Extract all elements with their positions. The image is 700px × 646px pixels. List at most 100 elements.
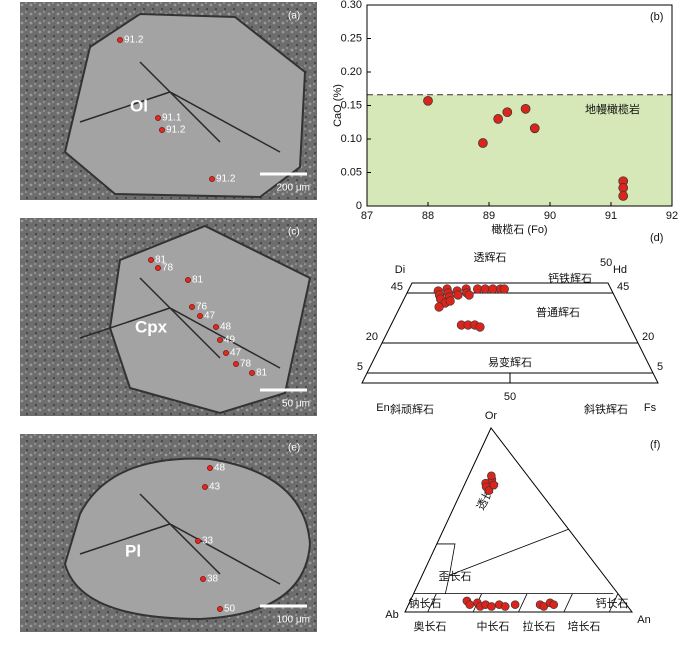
crystal [108,224,312,415]
spot-label: 76 [196,302,208,313]
spot-label: 33 [202,536,214,547]
point [465,600,475,609]
x-axis-label: 橄榄石 (Fo) [491,222,547,236]
crystal [63,12,307,199]
x-tick-label: 90 [544,210,556,222]
region-label: 地幔橄榄岩 [585,102,640,116]
panel-label: (a) [288,11,300,22]
spot [233,361,239,367]
spot-label: 91.1 [162,113,182,124]
point [484,486,494,495]
mineral-label: Pl [125,541,141,560]
y-tick-label: 0.10 [341,133,362,145]
spot-label: 91.2 [216,174,236,185]
tick-label: 50 [600,257,612,269]
tick-label: 20 [366,331,378,343]
corner-label: Fs [644,402,657,414]
spot-label: 78 [162,263,174,274]
field-label: 中长石 [477,620,510,633]
spot [202,484,208,490]
spot-label: 91.2 [124,35,144,46]
field-label: 钙铁辉石 [548,271,592,285]
field-label: 歪长石 [439,570,472,583]
micrograph: (e) Pl 100 μm 48 43 33 38 50 [20,434,317,632]
panel-label: (b) [650,11,663,23]
spot-label: 81 [256,368,268,379]
mineral-label: Ol [130,96,148,115]
quad-outline [361,282,659,384]
x-tick-label: 88 [422,210,434,222]
point [473,284,483,294]
crack [79,493,281,585]
spot-label: 38 [207,574,219,585]
y-axis-label: CaO (%) [332,84,344,127]
point [475,322,485,332]
field-label: 钠长石 [409,596,442,610]
point [423,95,433,106]
panel-label: (e) [288,443,300,454]
field-label: 斜顽辉石 [390,403,434,416]
x-tick-label: 89 [483,210,495,222]
ternary-outline [404,427,634,613]
spot-label: 47 [204,311,216,322]
point [500,602,510,611]
spot [155,115,161,121]
spot-label: 48 [214,463,226,474]
crack [79,61,281,153]
corner-label: An [637,614,650,626]
spot [200,576,206,582]
scale-bar-label: 200 μm [276,183,310,194]
tick-label: 5 [357,361,363,373]
point [502,107,513,118]
field-label: 易变辉石 [488,355,532,369]
spot [155,265,161,271]
y-tick-label: 0.25 [341,32,362,44]
x-tick-label: 92 [666,210,678,222]
field-boundary [449,528,569,576]
point [489,480,499,490]
point [618,191,629,201]
spot [197,313,203,319]
tick-label: 45 [617,281,629,293]
spot [148,257,154,263]
point [549,600,559,609]
point [445,296,455,306]
y-tick-label: 0.05 [341,166,362,178]
point [520,103,531,114]
field-boundary [436,543,456,594]
tick-label: 45 [391,281,403,293]
panel-label: (d) [650,232,663,244]
scale-bar-label: 50 μm [282,399,310,410]
spot-label: 47 [230,348,242,359]
spot [189,304,195,310]
tick-label: 5 [657,361,663,373]
point [487,602,496,611]
point [618,183,629,193]
spot [117,37,123,43]
point [488,284,498,294]
panel-label: (c) [288,227,300,238]
point [499,284,509,294]
crack [79,277,281,369]
point [464,290,474,300]
tick-label: 20 [642,331,654,343]
point [529,123,540,134]
spot-label: 91.2 [166,125,186,136]
crystal [63,457,312,621]
y-tick-label: 0.20 [341,66,362,78]
spot-label: 81 [192,275,204,286]
corner-label: Hd [613,264,627,276]
spot-label: 43 [209,482,221,493]
spot [249,370,255,376]
point [493,114,503,124]
point [434,302,444,312]
spot [195,538,201,544]
field-label: 透辉石 [474,251,507,264]
y-tick-label: 0 [356,200,362,212]
spot [159,127,165,133]
x-tick-label: 87 [361,210,373,222]
corner-label: Di [395,264,405,276]
field-boundary [608,593,619,613]
